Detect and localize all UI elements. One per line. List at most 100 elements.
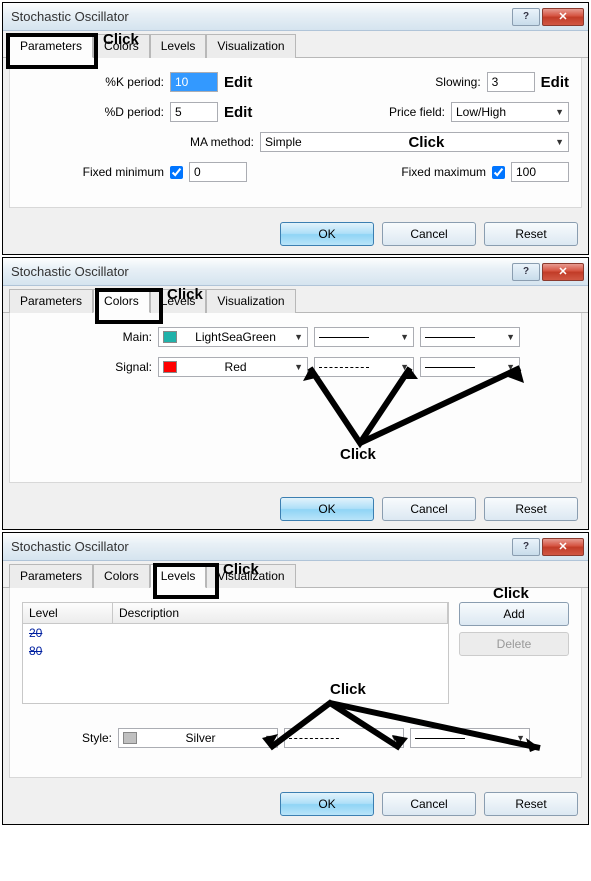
tab-visualization[interactable]: Visualization [206, 289, 295, 313]
chevron-down-icon: ▼ [555, 137, 564, 147]
ma-method-select[interactable]: Simple Click ▼ [260, 132, 569, 152]
chevron-down-icon: ▼ [400, 332, 409, 342]
slowing-label: Slowing: [435, 75, 480, 89]
ok-button[interactable]: OK [280, 222, 374, 246]
titlebar-buttons [512, 263, 584, 281]
k-period-input[interactable] [170, 72, 218, 92]
help-button[interactable] [512, 538, 540, 556]
d-period-label: %D period: [22, 105, 164, 119]
fixed-min-checkbox[interactable] [170, 166, 183, 179]
signal-color-swatch [163, 361, 177, 373]
table-row[interactable]: 20 [23, 624, 448, 642]
tab-colors[interactable]: Colors [93, 289, 150, 313]
level-description [113, 642, 125, 660]
col-level: Level [23, 603, 113, 623]
cancel-button[interactable]: Cancel [382, 497, 476, 521]
d-period-input[interactable] [170, 102, 218, 122]
signal-color-select[interactable]: Red ▼ [158, 357, 308, 377]
chevron-down-icon: ▼ [506, 332, 515, 342]
chevron-down-icon: ▼ [294, 362, 303, 372]
tab-parameters[interactable]: Parameters [9, 564, 93, 588]
body: %K period: Edit Slowing: Edit %D period:… [9, 58, 582, 208]
level-value: 80 [29, 644, 42, 658]
table-row[interactable]: 80 [23, 642, 448, 660]
reset-button[interactable]: Reset [484, 497, 578, 521]
level-description [113, 624, 125, 642]
tab-colors[interactable]: Colors [93, 34, 150, 58]
chevron-down-icon: ▼ [294, 332, 303, 342]
button-row: OK Cancel Reset [3, 489, 588, 529]
body: Level Description 20 80 Add Delete [9, 588, 582, 778]
close-button[interactable] [542, 8, 584, 26]
help-button[interactable] [512, 263, 540, 281]
title-text: Stochastic Oscillator [11, 539, 129, 554]
level-value: 20 [29, 626, 42, 640]
style-color-select[interactable]: Silver▼ [118, 728, 278, 748]
signal-line-width-select[interactable]: ▼ [420, 357, 520, 377]
signal-label: Signal: [22, 360, 152, 374]
tab-levels[interactable]: Levels [150, 564, 207, 588]
tab-parameters[interactable]: Parameters [9, 34, 93, 58]
main-label: Main: [22, 330, 152, 344]
table-header: Level Description [22, 602, 449, 624]
tab-parameters[interactable]: Parameters [9, 289, 93, 313]
k-period-label: %K period: [22, 75, 164, 89]
style-color-swatch [123, 732, 137, 744]
price-field-value: Low/High [456, 105, 506, 119]
fixed-min-input[interactable] [189, 162, 247, 182]
fixed-max-input[interactable] [511, 162, 569, 182]
main-color-name: LightSeaGreen [195, 330, 276, 344]
reset-button[interactable]: Reset [484, 792, 578, 816]
price-field-label: Price field: [389, 105, 445, 119]
tabs: Parameters Colors Levels Visualization [3, 286, 588, 313]
titlebar-buttons [512, 8, 584, 26]
signal-color-name: Red [225, 360, 247, 374]
tab-visualization[interactable]: Visualization [206, 34, 295, 58]
chevron-down-icon: ▼ [400, 362, 409, 372]
line-solid-icon [319, 337, 369, 338]
ma-method-click-annot: Click [408, 134, 444, 151]
tab-levels[interactable]: Levels [150, 289, 207, 313]
titlebar-buttons [512, 538, 584, 556]
line-solid-icon [415, 738, 465, 739]
tab-visualization[interactable]: Visualization [206, 564, 295, 588]
ok-button[interactable]: OK [280, 792, 374, 816]
delete-button[interactable]: Delete [459, 632, 569, 656]
signal-line-style-select[interactable]: ▼ [314, 357, 414, 377]
add-button[interactable]: Add [459, 602, 569, 626]
reset-button[interactable]: Reset [484, 222, 578, 246]
help-button[interactable] [512, 8, 540, 26]
fixed-max-label: Fixed maximum [401, 165, 486, 179]
col-description: Description [113, 603, 448, 623]
ok-button[interactable]: OK [280, 497, 374, 521]
close-button[interactable] [542, 538, 584, 556]
line-dashed-icon [319, 367, 369, 368]
fixed-max-checkbox[interactable] [492, 166, 505, 179]
dialog-levels: Stochastic Oscillator Click Click Parame… [2, 532, 589, 825]
close-button[interactable] [542, 263, 584, 281]
button-row: OK Cancel Reset [3, 784, 588, 824]
tab-colors[interactable]: Colors [93, 564, 150, 588]
cancel-button[interactable]: Cancel [382, 222, 476, 246]
titlebar: Stochastic Oscillator [3, 3, 588, 31]
chevron-down-icon: ▼ [555, 107, 564, 117]
tabs: Parameters Colors Levels Visualization [3, 31, 588, 58]
main-line-style-select[interactable]: ▼ [314, 327, 414, 347]
tab-levels[interactable]: Levels [150, 34, 207, 58]
main-line-width-select[interactable]: ▼ [420, 327, 520, 347]
titlebar: Stochastic Oscillator [3, 533, 588, 561]
line-dashed-icon [289, 738, 339, 739]
style-line-width-select[interactable]: ▼ [410, 728, 530, 748]
style-line-style-select[interactable]: ▼ [284, 728, 404, 748]
slowing-input[interactable] [487, 72, 535, 92]
tabs: Parameters Colors Levels Visualization [3, 561, 588, 588]
price-field-select[interactable]: Low/High ▼ [451, 102, 569, 122]
ma-method-label: MA method: [22, 135, 254, 149]
main-color-swatch [163, 331, 177, 343]
table-body: 20 80 [22, 624, 449, 704]
body: Main: LightSeaGreen▼ ▼ ▼ Signal: Red▼ ▼ … [9, 313, 582, 483]
main-color-select[interactable]: LightSeaGreen ▼ [158, 327, 308, 347]
chevron-down-icon: ▼ [506, 362, 515, 372]
cancel-button[interactable]: Cancel [382, 792, 476, 816]
title-text: Stochastic Oscillator [11, 9, 129, 24]
